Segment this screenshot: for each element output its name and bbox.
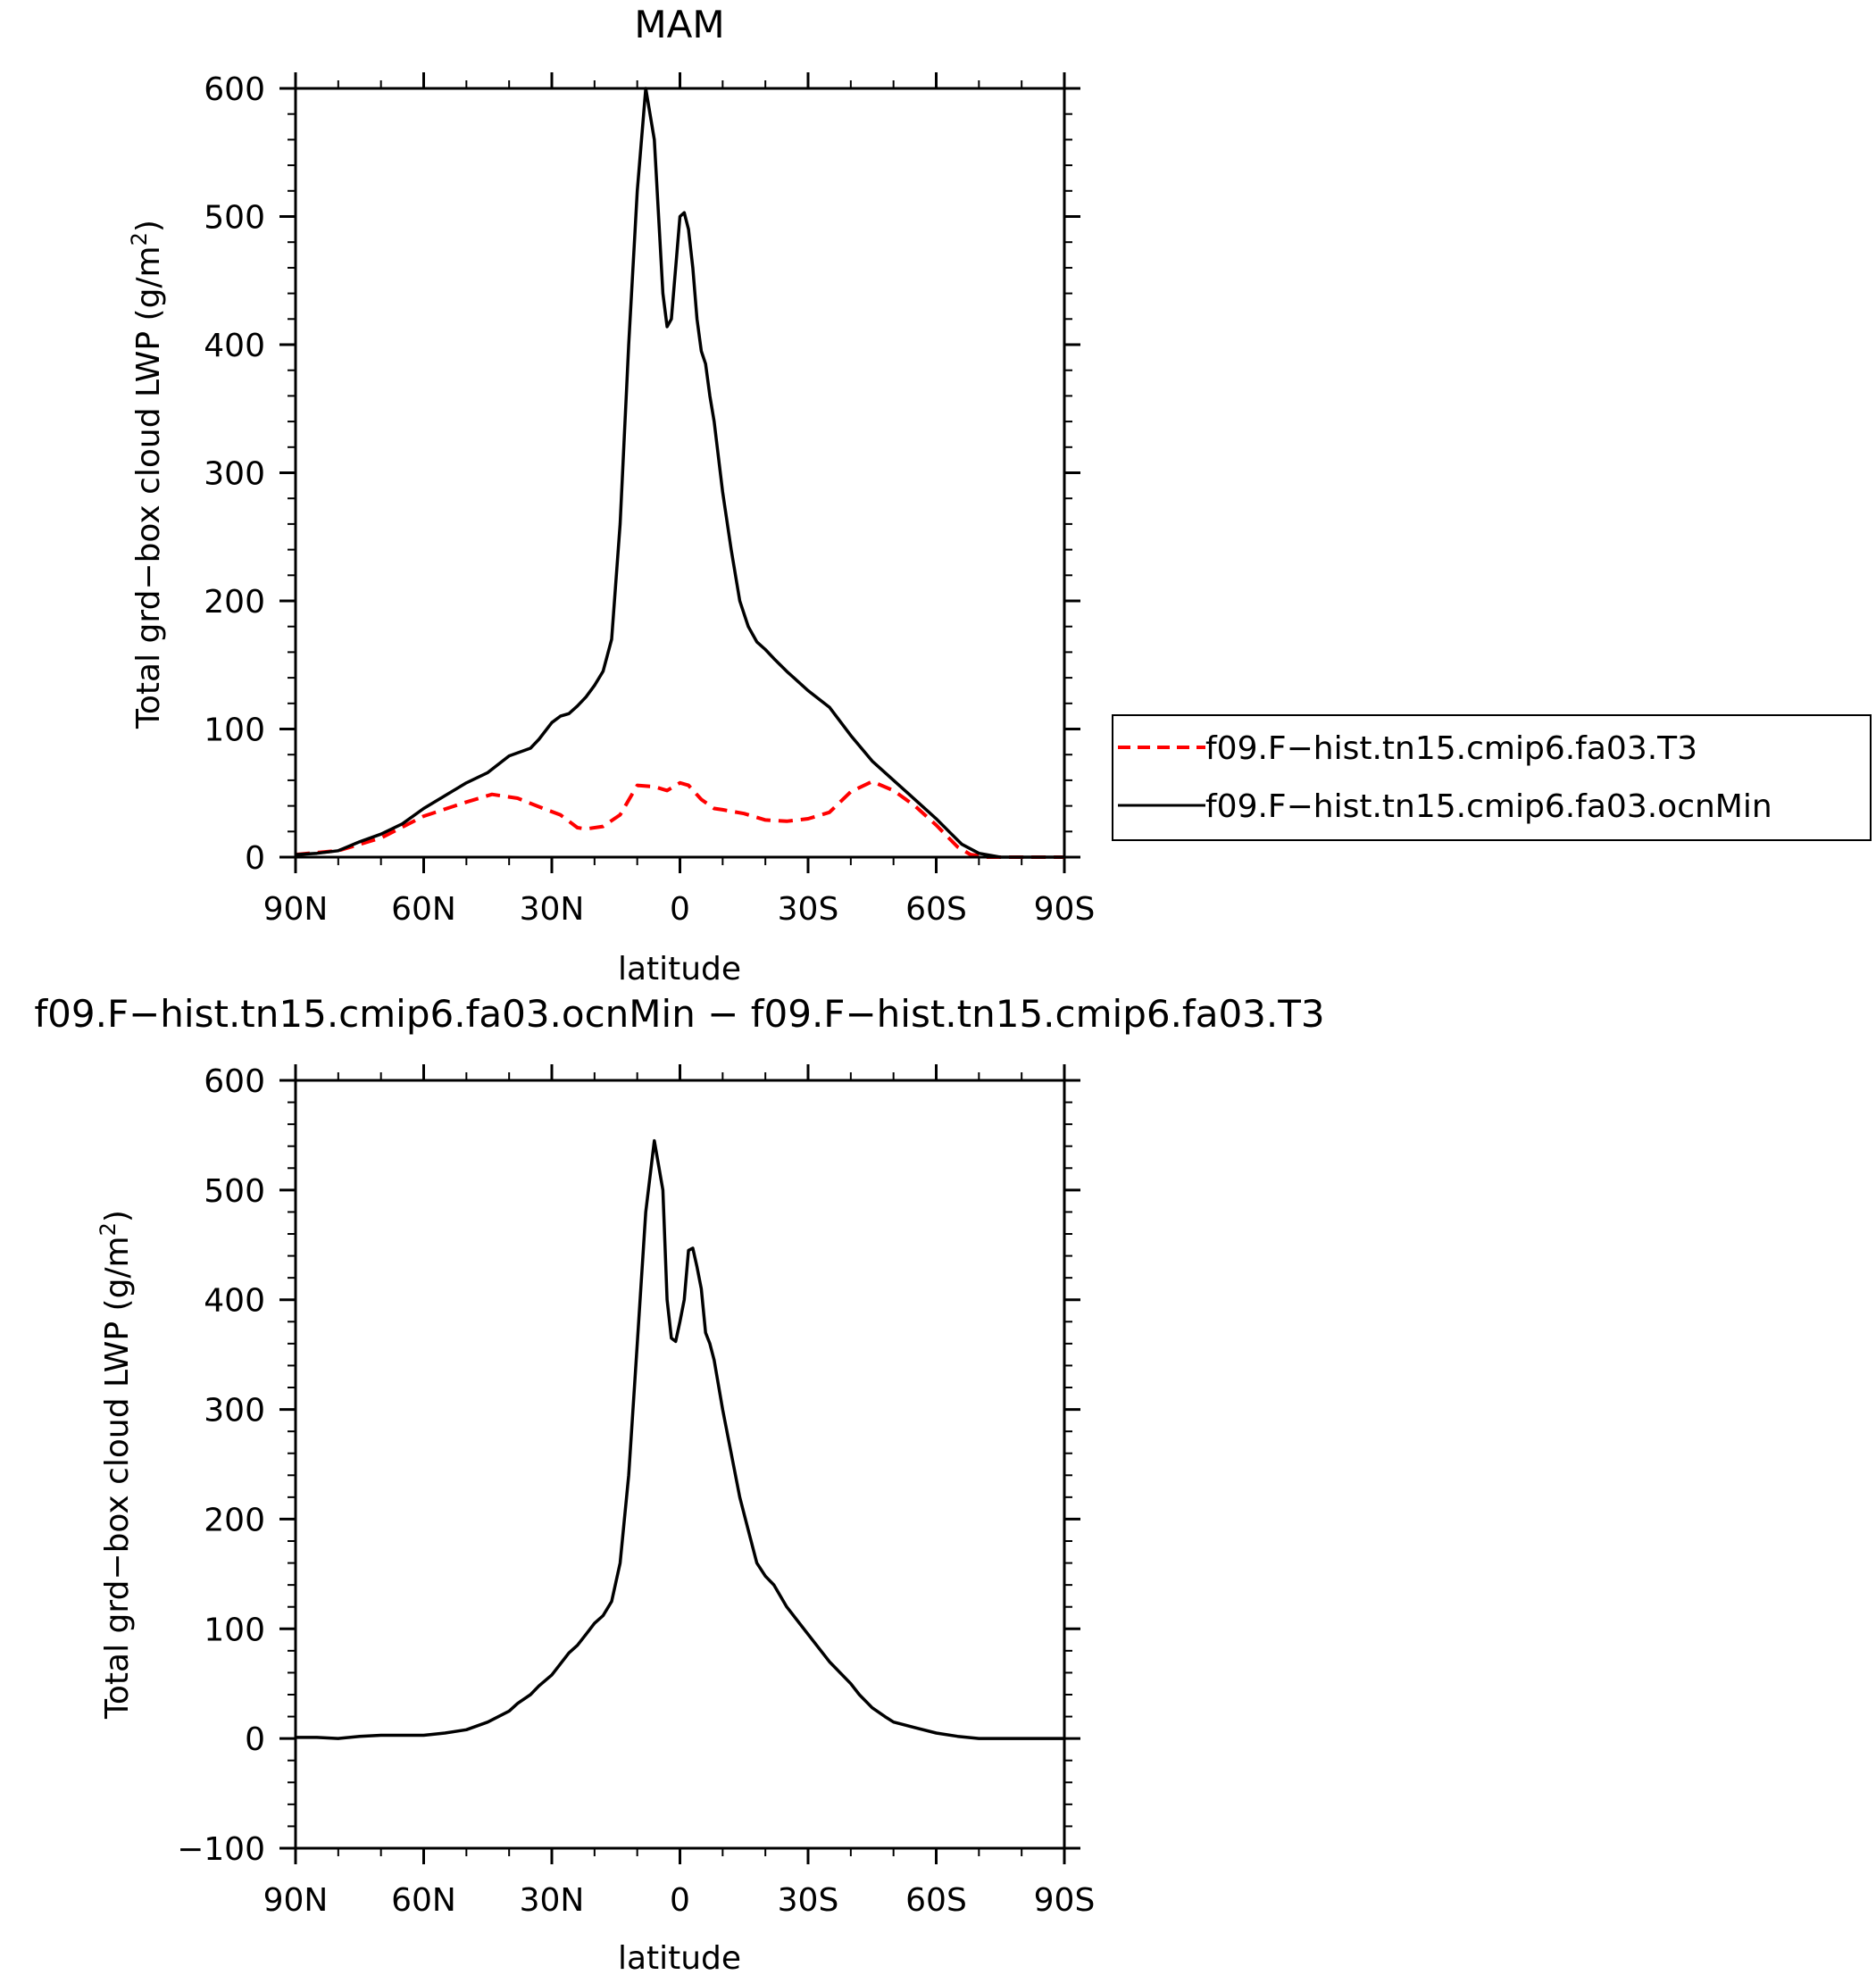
plot-frame-top [294, 87, 1066, 859]
y-tick-label: 400 [204, 328, 265, 364]
legend-box [1112, 714, 1872, 841]
x-tick-label: 60S [905, 1882, 967, 1919]
series-line-top-1 [295, 87, 1064, 859]
x-axis-label-bottom: latitude [618, 1940, 741, 1975]
series-line-top-0 [295, 779, 1064, 859]
x-tick-label: 0 [670, 891, 690, 928]
y-tick-label: 300 [204, 456, 265, 493]
y-axis-label-top: Total grd−box cloud LWP (g/m2) [127, 220, 167, 729]
x-tick-label: 60N [391, 891, 456, 928]
y-tick-label: 0 [245, 840, 265, 877]
x-tick-label: 90S [1034, 1882, 1096, 1919]
x-tick-label: 30S [778, 1882, 839, 1919]
y-tick-label: 600 [204, 1063, 265, 1100]
series-group-top [295, 87, 1064, 859]
x-axis-label-top: latitude [618, 951, 741, 988]
legend-label-t3: f09.F−hist.tn15.cmip6.fa03.T3 [1205, 730, 1697, 767]
y-tick-label: 100 [204, 712, 265, 749]
y-tick-label: 300 [204, 1393, 265, 1429]
x-tick-label: 90S [1034, 891, 1096, 928]
axis-ticks-top: 90N 60N 30N 0 30S 60S 90S 0 100 200 300 400 500 600 [204, 71, 1095, 928]
y-tick-label: 200 [204, 1502, 265, 1538]
y-tick-label: 500 [204, 200, 265, 237]
chart-title-bottom: f09.F−hist.tn15.cmip6.fa03.ocnMin − f09.… [34, 992, 1324, 1036]
series-group-bottom [296, 1138, 1064, 1740]
y-tick-label: −100 [177, 1831, 265, 1868]
y-tick-label: 100 [204, 1612, 265, 1648]
y-tick-label: 500 [204, 1173, 265, 1210]
legend-label-ocnmin: f09.F−hist.tn15.cmip6.fa03.ocnMin [1205, 788, 1772, 825]
plot-frame-bottom [294, 1079, 1066, 1850]
y-tick-label: 400 [204, 1283, 265, 1320]
x-tick-label: 30N [520, 1882, 585, 1919]
series-line-bot-0 [296, 1138, 1064, 1740]
x-tick-label: 30N [520, 891, 585, 928]
x-tick-label: 60N [391, 1882, 456, 1919]
y-tick-label: 0 [245, 1721, 265, 1758]
chart-title-top: MAM [634, 3, 724, 46]
y-tick-label: 200 [204, 584, 265, 621]
x-tick-label: 90N [263, 891, 329, 928]
axis-ticks-bottom: 90N 60N 30N 0 30S 60S 90S −100 0 100 200 300 400 500 6… [177, 1063, 1095, 1919]
x-tick-label: 0 [670, 1882, 690, 1919]
x-tick-label: 30S [778, 891, 839, 928]
y-axis-label-bottom: Total grd−box cloud LWP (g/m2) [96, 1210, 136, 1720]
panel-bottom: f09.F−hist.tn15.cmip6.fa03.ocnMin − f09.… [34, 992, 1324, 1975]
legend: f09.F−hist.tn15.cmip6.fa03.T3 f09.F−hist… [1112, 714, 1872, 841]
x-tick-label: 90N [263, 1882, 329, 1919]
panel-top: MAM Total grd−box cloud LWP (g/m2) latit… [127, 3, 1095, 988]
x-tick-label: 60S [905, 891, 967, 928]
y-tick-label: 600 [204, 71, 265, 108]
